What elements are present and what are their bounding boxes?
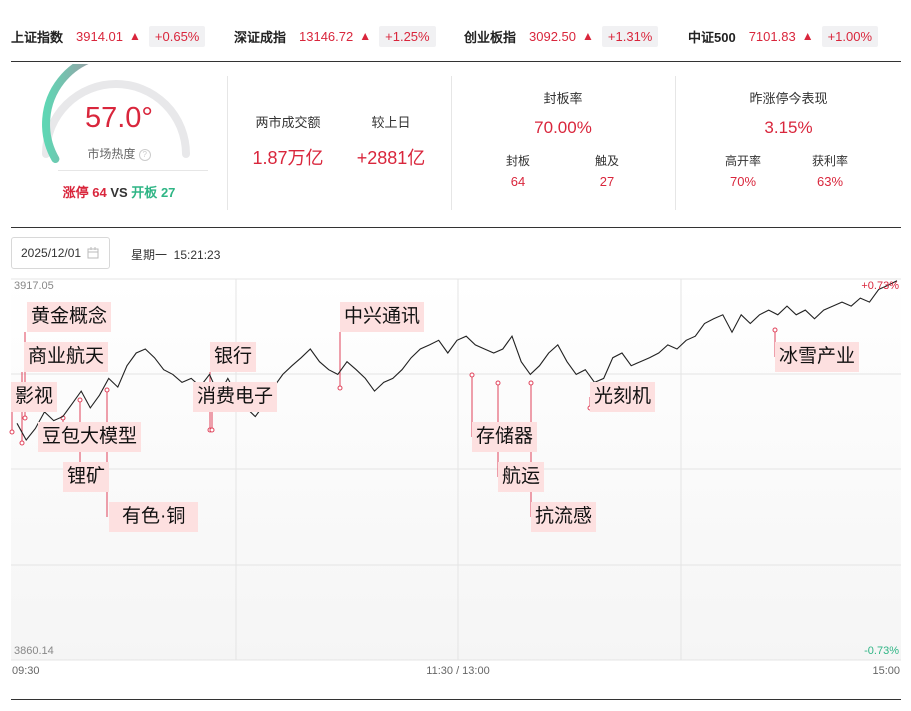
up-arrow-icon: ▲ bbox=[359, 29, 372, 43]
annotation-tag[interactable]: 银行 bbox=[210, 342, 257, 372]
turnover-label: 两市成交额 bbox=[255, 115, 321, 130]
annotation-tag[interactable]: 锂矿 bbox=[63, 462, 110, 492]
broken-label: 开板 bbox=[131, 185, 158, 200]
annotation-point bbox=[207, 427, 213, 433]
date-value: 2025/12/01 bbox=[21, 246, 82, 260]
x-axis-label-start: 09:30 bbox=[12, 665, 40, 677]
annotation-point bbox=[495, 380, 501, 386]
annotation-point bbox=[337, 385, 343, 391]
seal-rate-value: 70.00% bbox=[534, 118, 592, 137]
annotation-point bbox=[469, 372, 475, 378]
sealed-value: 64 bbox=[510, 174, 526, 189]
index-value: 13146.72 bbox=[299, 28, 354, 44]
index-value: 7101.83 bbox=[748, 28, 796, 44]
bottom-divider bbox=[11, 699, 901, 700]
sealed-label: 封板 bbox=[505, 154, 530, 168]
index-shanghai[interactable]: 上证指数 3914.01 ▲ +0.65% bbox=[11, 24, 206, 48]
index-name: 创业板指 bbox=[464, 29, 517, 45]
annotation-point bbox=[19, 440, 25, 446]
top-divider bbox=[11, 61, 901, 62]
heat-label: 市场热度 bbox=[87, 147, 136, 161]
heat-label-row: 市场热度 ? bbox=[11, 145, 227, 162]
index-csi500[interactable]: 中证500 7101.83 ▲ +1.00% bbox=[688, 24, 879, 48]
question-circle-icon[interactable]: ? bbox=[138, 148, 151, 161]
index-shenzhen[interactable]: 深证成指 13146.72 ▲ +1.25% bbox=[234, 24, 436, 48]
vs-label: VS bbox=[110, 185, 128, 200]
limit-up-count: 64 bbox=[92, 185, 107, 200]
date-picker[interactable]: 2025/12/01 bbox=[11, 237, 110, 269]
annotation-tag[interactable]: 中兴通讯 bbox=[340, 302, 425, 332]
calendar-icon bbox=[87, 247, 99, 259]
annotation-point bbox=[772, 327, 778, 333]
annotation-point bbox=[77, 397, 83, 403]
index-chinext[interactable]: 创业板指 3092.50 ▲ +1.31% bbox=[464, 24, 659, 48]
chart-grid bbox=[11, 278, 901, 661]
turnover-compare-value: +2881亿 bbox=[356, 148, 426, 168]
pct-top-label: +0.73% bbox=[861, 280, 899, 292]
index-name: 深证成指 bbox=[234, 29, 287, 45]
annotation-tag[interactable]: 抗流感 bbox=[531, 502, 597, 532]
annotation-point bbox=[60, 415, 66, 421]
annotation-point bbox=[9, 429, 15, 435]
annotation-tag[interactable]: 光刻机 bbox=[590, 382, 656, 412]
x-axis-label-mid: 11:30 / 13:00 bbox=[426, 665, 490, 677]
annotation-tag[interactable]: 黄金概念 bbox=[27, 302, 112, 332]
divider bbox=[451, 76, 452, 210]
index-value: 3914.01 bbox=[76, 28, 124, 44]
annotation-point bbox=[528, 380, 534, 386]
touched-value: 27 bbox=[599, 174, 615, 189]
index-change: +1.00% bbox=[821, 25, 879, 47]
index-change: +0.65% bbox=[148, 25, 206, 47]
y-axis-bottom-label: 3860.14 bbox=[14, 645, 54, 657]
high-open-label: 高开率 bbox=[724, 154, 761, 168]
datetime-label: 星期一 15:21:23 bbox=[131, 248, 221, 262]
profit-value: 63% bbox=[816, 174, 844, 189]
heat-divider bbox=[58, 170, 208, 171]
divider bbox=[227, 76, 228, 210]
annotation-tag[interactable]: 存储器 bbox=[472, 422, 538, 452]
index-name: 上证指数 bbox=[11, 29, 64, 45]
chart-background bbox=[11, 279, 901, 660]
annotation-point bbox=[209, 427, 215, 433]
limit-up-label: 涨停 bbox=[62, 185, 89, 200]
index-change: +1.31% bbox=[601, 25, 659, 47]
annotation-tag[interactable]: 商业航天 bbox=[24, 342, 109, 372]
annotation-tag[interactable]: 影视 bbox=[11, 382, 58, 412]
limit-summary: 涨停 64 VS 开板 27 bbox=[11, 182, 227, 201]
yesterday-title: 昨涨停今表现 bbox=[749, 91, 828, 106]
y-axis-top-label: 3917.05 bbox=[14, 280, 54, 292]
annotation-point bbox=[104, 387, 110, 393]
high-open-value: 70% bbox=[729, 174, 757, 189]
seal-rate-title: 封板率 bbox=[543, 91, 583, 106]
turnover-value: 1.87万亿 bbox=[252, 148, 324, 168]
up-arrow-icon: ▲ bbox=[129, 29, 141, 43]
heat-value: 57.0° bbox=[84, 102, 154, 134]
touched-label: 触及 bbox=[594, 154, 619, 168]
up-arrow-icon: ▲ bbox=[582, 29, 594, 43]
annotation-point bbox=[22, 415, 28, 421]
annotation-tag[interactable]: 有色·铜 bbox=[109, 502, 199, 532]
index-name: 中证500 bbox=[688, 29, 736, 45]
annotation-tag[interactable]: 豆包大模型 bbox=[38, 422, 142, 452]
mid-divider bbox=[11, 227, 901, 228]
yesterday-value: 3.15% bbox=[764, 118, 813, 137]
up-arrow-icon: ▲ bbox=[801, 29, 814, 43]
index-line bbox=[16, 280, 898, 441]
annotation-tag[interactable]: 航运 bbox=[498, 462, 545, 492]
annotation-tag[interactable]: 消费电子 bbox=[193, 382, 278, 412]
heat-gauge-fill bbox=[42, 64, 89, 163]
pct-bottom-label: -0.73% bbox=[864, 645, 899, 657]
heat-panel: 57.0° 市场热度 ? 涨停 64 VS 开板 27 bbox=[11, 64, 227, 214]
divider bbox=[675, 76, 676, 210]
heat-gauge bbox=[42, 64, 190, 163]
broken-count: 27 bbox=[160, 185, 176, 200]
x-axis-label-end: 15:00 bbox=[872, 665, 900, 677]
profit-label: 获利率 bbox=[811, 154, 848, 168]
index-value: 3092.50 bbox=[529, 28, 577, 44]
annotation-tag[interactable]: 冰雪产业 bbox=[775, 342, 860, 372]
index-change: +1.25% bbox=[379, 25, 436, 47]
turnover-compare-label: 较上日 bbox=[371, 115, 411, 130]
